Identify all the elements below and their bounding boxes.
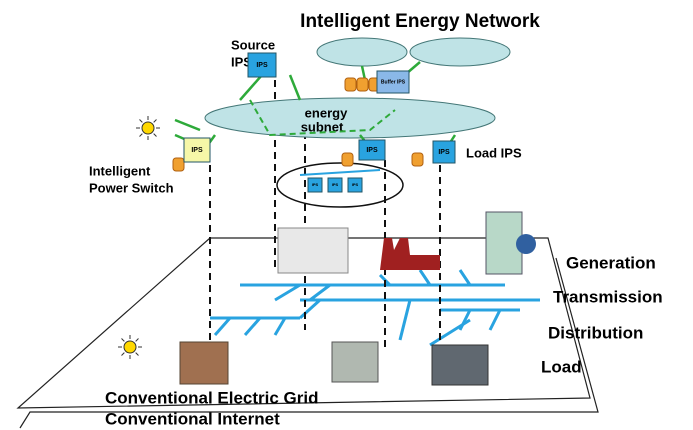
ips-label: IPS [332,182,339,187]
connection [175,120,200,130]
layer-label: Generation [566,253,656,272]
sun-ray [154,120,157,123]
storage [173,158,184,171]
power-line [460,270,470,285]
storage [345,78,356,91]
diagram: Intelligent Energy Network Source IPS In… [0,0,693,430]
ips-label: IPS [366,147,378,154]
office [332,342,378,382]
house [180,342,228,384]
power-line [490,310,500,330]
sun [124,341,136,353]
subnet [410,38,510,66]
body: Intelligent Energy Network Source IPS In… [0,0,693,430]
power-line [215,318,230,335]
sun-ray [154,134,157,137]
connection [290,75,300,100]
ips-label: IPS [312,182,319,187]
layer-label: Transmission [553,287,663,306]
source-label: Source [231,37,275,52]
subnet-label: energy [305,105,348,120]
title: Intelligent Energy Network [300,11,540,32]
sun-ray [136,353,139,356]
globe [516,234,536,254]
switch-label: Intelligent [89,163,151,178]
ips-label: IPS [352,182,359,187]
page: {"title": "Intelligent Energy Network", … [0,0,693,430]
power-line [245,318,260,335]
plane-label: Conventional Internet [105,409,280,428]
ips-label: Buffer IPS [381,79,406,85]
layer-label: Distribution [548,323,643,342]
ips-label: IPS [191,147,203,154]
industry [432,345,488,385]
power-line [310,285,330,300]
plane-label: Conventional Electric Grid [105,388,319,407]
switch-label: Power Switch [89,180,174,195]
power-plant [380,238,440,270]
power-line [430,320,470,345]
wind-farm [278,228,348,273]
connection [240,75,262,100]
power-line [275,318,285,335]
ips-label: IPS [256,62,268,69]
sun [142,122,154,134]
power-line [400,300,410,340]
storage [357,78,368,91]
load-ips-label: Load IPS [466,145,522,160]
layer-label: Load [541,357,582,376]
sun-ray [122,353,125,356]
storage [342,153,353,166]
connection [300,170,380,175]
power-line [420,270,430,285]
sun-ray [140,134,143,137]
sun-ray [122,339,125,342]
subnet [317,38,407,66]
sun-ray [140,120,143,123]
power-line [300,300,320,318]
ips-label: IPS [438,149,450,156]
sun-ray [136,339,139,342]
power-line [275,285,300,300]
storage [412,153,423,166]
